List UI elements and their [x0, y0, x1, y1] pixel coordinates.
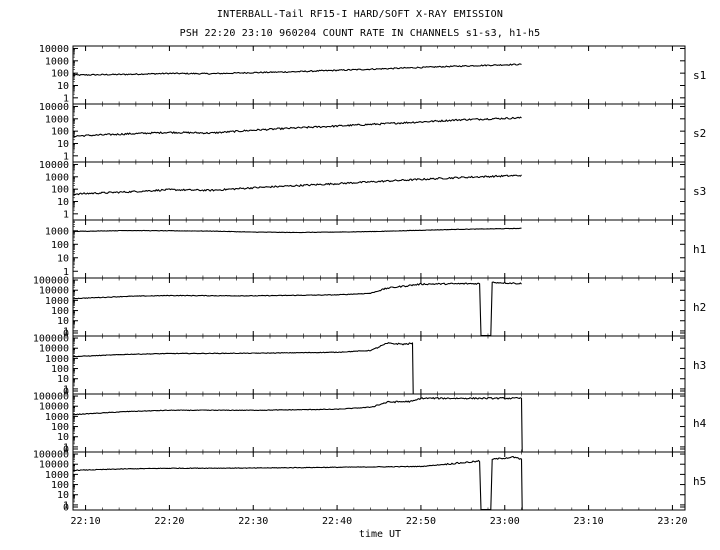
y-tick-label: 0	[63, 503, 69, 514]
panel-label-h3: h3	[693, 359, 706, 372]
y-tick-label: 1	[63, 500, 69, 511]
y-tick-label: 1000	[45, 226, 69, 237]
y-tick-label: 1	[63, 267, 69, 278]
panel-label-h1: h1	[693, 243, 706, 256]
y-tick-label: 100	[51, 306, 69, 317]
y-tick-label: 100	[51, 127, 69, 138]
y-tick-label: 1000	[45, 172, 69, 183]
x-tick-label: 23:00	[490, 516, 520, 527]
y-tick-label: 100000	[33, 334, 69, 345]
y-tick-label: 10	[57, 253, 69, 264]
y-tick-label: 100	[51, 422, 69, 433]
panel-label-s3: s3	[693, 185, 706, 198]
series-line-h2	[72, 281, 522, 337]
series-line-s2	[72, 116, 522, 138]
series-line-h1	[72, 227, 522, 234]
panels-layer: 100001000100101s1100001000100101s2100001…	[33, 44, 707, 514]
y-tick-label: 1	[63, 209, 69, 220]
series-line-s1	[72, 63, 522, 76]
chart-title: INTERBALL-Tail RF15-I HARD/SOFT X-RAY EM…	[216, 9, 504, 20]
y-tick-label: 0	[63, 445, 69, 456]
y-tick-label: 1	[63, 384, 69, 395]
y-tick-label: 100	[51, 480, 69, 491]
x-tick-label: 22:20	[154, 516, 184, 527]
panel-h1: 1000 100 10 1 h1	[45, 219, 706, 279]
y-tick-label: 100	[51, 364, 69, 375]
y-tick-label: 10	[57, 197, 69, 208]
panel-label-h2: h2	[693, 301, 706, 314]
y-tick-label: 0	[63, 387, 69, 398]
panel-frame-s1	[72, 45, 686, 105]
series-line-h5	[72, 455, 523, 511]
y-tick-label: 100000	[33, 392, 69, 403]
y-tick-label: 10000	[39, 344, 69, 355]
x-axis-label: time UT	[359, 529, 401, 540]
y-tick-label: 10000	[39, 44, 69, 55]
x-tick-label: 22:50	[406, 516, 436, 527]
y-tick-label: 1	[63, 151, 69, 162]
series-line-s3	[72, 174, 522, 196]
y-tick-label: 10000	[39, 160, 69, 171]
y-tick-label: 100000	[33, 276, 69, 287]
y-tick-label: 1	[63, 442, 69, 453]
y-tick-label: 1000	[45, 412, 69, 423]
y-tick-label: 10000	[39, 102, 69, 113]
y-tick-label: 1	[63, 326, 69, 337]
y-tick-label: 100	[51, 185, 69, 196]
y-tick-label: 1	[63, 93, 69, 104]
panel-frame-h2	[72, 277, 686, 337]
panel-label-h5: h5	[693, 475, 706, 488]
y-tick-label: 10	[57, 81, 69, 92]
panel-label-s1: s1	[693, 69, 706, 82]
y-tick-label: 100	[51, 240, 69, 251]
y-tick-label: 10000	[39, 402, 69, 413]
series-line-h3	[72, 342, 414, 394]
y-tick-label: 0	[63, 329, 69, 340]
y-tick-label: 10	[57, 316, 69, 327]
series-line-h4	[72, 396, 523, 452]
y-tick-label: 1000	[45, 114, 69, 125]
y-tick-label: 10	[57, 374, 69, 385]
y-tick-label: 1000	[45, 296, 69, 307]
panel-frame-h5	[72, 451, 686, 511]
chart-subtitle: PSH 22:20 23:10 960204 COUNT RATE IN CHA…	[179, 28, 541, 39]
x-tick-label: 23:10	[574, 516, 604, 527]
y-tick-label: 10	[57, 432, 69, 443]
y-tick-label: 10000	[39, 460, 69, 471]
x-tick-label: 23:20	[657, 516, 687, 527]
panel-frame-h4	[72, 393, 686, 453]
y-tick-label: 10	[57, 490, 69, 501]
y-tick-label: 10000	[39, 286, 69, 297]
x-tick-label: 22:40	[322, 516, 352, 527]
panel-frame-h3	[72, 335, 686, 395]
panel-frame-h1	[72, 219, 686, 279]
x-tick-label: 22:30	[238, 516, 268, 527]
panel-label-s2: s2	[693, 127, 706, 140]
y-tick-label: 1000	[45, 470, 69, 481]
panel-label-h4: h4	[693, 417, 707, 430]
y-tick-label: 100	[51, 69, 69, 80]
y-tick-label: 100000	[33, 450, 69, 461]
y-tick-label: 1000	[45, 56, 69, 67]
x-axis: 22:10 22:20 22:30 22:40 22:50 23:00 23:10 23:20	[71, 516, 688, 527]
y-tick-label: 10	[57, 139, 69, 150]
y-tick-label: 1000	[45, 354, 69, 365]
x-tick-label: 22:10	[71, 516, 101, 527]
panel-frame-s3	[72, 161, 686, 221]
